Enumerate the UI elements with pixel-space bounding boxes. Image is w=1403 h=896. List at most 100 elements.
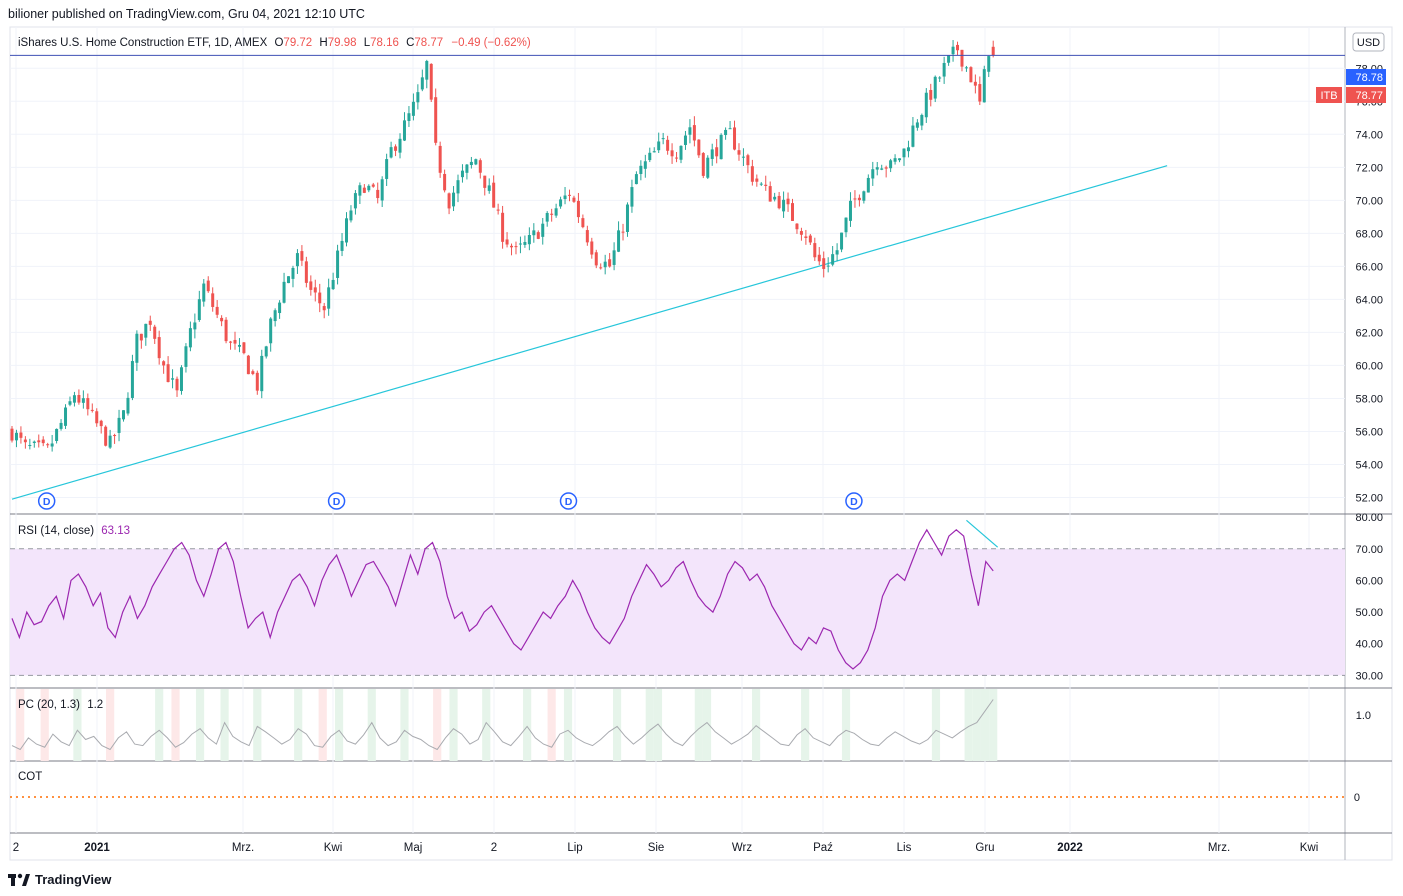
- candle: [295, 253, 299, 267]
- candle: [634, 174, 638, 185]
- candle: [211, 293, 215, 307]
- pc-shade-red: [318, 689, 327, 761]
- cot-label: COT: [18, 771, 42, 783]
- x-tick-label: Lis: [897, 842, 912, 854]
- currency-button[interactable]: USD: [1352, 32, 1385, 52]
- rsi-value: 63.13: [101, 525, 130, 537]
- candle: [340, 240, 344, 251]
- candle: [264, 346, 268, 357]
- candle: [104, 426, 108, 446]
- cot-y-tick-label: 0: [1354, 792, 1360, 804]
- x-tick-label: 2022: [1057, 842, 1083, 854]
- candle: [362, 187, 366, 193]
- pc-value: 1.2: [87, 699, 103, 711]
- candle: [951, 46, 955, 55]
- candle: [541, 223, 545, 237]
- candle: [898, 158, 902, 161]
- rsi-band: [10, 548, 1345, 676]
- candle: [456, 180, 460, 194]
- candle: [808, 235, 812, 243]
- candle: [237, 344, 241, 347]
- candle: [773, 196, 777, 200]
- candle: [130, 361, 134, 398]
- legend-o-value: 79.72: [283, 37, 312, 49]
- pc-shade-green: [482, 689, 491, 761]
- x-tick-label: 2: [13, 842, 19, 854]
- candle: [269, 318, 273, 344]
- legend-h-value: 79.98: [328, 37, 357, 49]
- candle: [817, 254, 821, 262]
- candle: [90, 409, 94, 411]
- y-tick-label: 60.00: [1355, 360, 1383, 372]
- current-price-tag: 78.78: [1346, 69, 1386, 85]
- candle: [545, 212, 549, 222]
- price-axis[interactable]: 52.00 54.00 56.00 58.00 60.00 62.00 64.00 66.00…: [1354, 63, 1383, 804]
- candle: [866, 177, 870, 193]
- candle: [86, 398, 90, 410]
- candle: [920, 114, 924, 126]
- candle: [126, 397, 130, 414]
- pc-shade-red: [171, 689, 180, 761]
- dividend-marker[interactable]: D: [559, 492, 578, 510]
- candle: [179, 367, 183, 392]
- candle: [246, 355, 250, 375]
- candle: [621, 231, 625, 233]
- candle: [162, 361, 166, 366]
- footer: TradingView: [8, 869, 111, 889]
- candle: [594, 252, 598, 266]
- dividend-marker-label: D: [565, 496, 573, 508]
- candle: [915, 122, 919, 128]
- dividend-marker[interactable]: D: [327, 492, 346, 510]
- x-tick-label: Mrz.: [1208, 842, 1230, 854]
- chart-canvas[interactable]: D D D D 52.00 54.00 56.00 58.00 60.00 62.00 64.00…: [0, 0, 1403, 868]
- candle: [282, 281, 286, 303]
- time-axis[interactable]: 2 2021 Mrz. Kwi Maj 2 Lip Sie Wrz Paź Lis Gru 2022 Mr…: [13, 842, 1318, 854]
- candle: [911, 125, 915, 147]
- candle: [804, 236, 808, 238]
- candle: [10, 428, 14, 441]
- candle: [345, 218, 348, 243]
- dividend-marker[interactable]: D: [845, 492, 863, 510]
- candle: [510, 245, 514, 248]
- candle: [19, 432, 23, 438]
- candle: [77, 394, 81, 403]
- pc-series: [11, 699, 994, 751]
- candle: [710, 149, 714, 159]
- pc-shade-green: [400, 689, 409, 761]
- rsi-y-tick-label: 70.00: [1355, 544, 1383, 556]
- candle: [371, 184, 375, 187]
- candle: [434, 97, 438, 143]
- candle: [153, 326, 157, 339]
- legend-l-label: L: [364, 37, 371, 49]
- candle: [956, 44, 960, 51]
- candle: [50, 443, 54, 447]
- candle: [501, 212, 505, 242]
- trendline[interactable]: [11, 165, 1168, 500]
- candle: [322, 306, 326, 311]
- x-tick-label: Kwi: [1300, 842, 1319, 854]
- candle: [670, 150, 674, 157]
- candle: [884, 167, 888, 169]
- candle: [599, 267, 603, 269]
- candle: [831, 254, 835, 265]
- rsi-band-fill: [10, 548, 1345, 676]
- candle: [982, 69, 986, 103]
- candle: [349, 210, 353, 221]
- candle: [733, 127, 737, 150]
- legend-o-label: O: [274, 37, 283, 49]
- candle: [411, 101, 415, 116]
- dividend-marker[interactable]: D: [37, 492, 56, 510]
- pc-shade-green: [989, 689, 998, 761]
- candle: [398, 138, 402, 153]
- candle: [202, 283, 206, 302]
- candle: [893, 158, 897, 162]
- candle: [376, 189, 380, 199]
- candle: [255, 372, 259, 391]
- candle: [438, 145, 442, 173]
- candle: [559, 199, 563, 207]
- candle: [81, 398, 85, 403]
- legend-change: −0.49 (−0.62%): [451, 37, 530, 49]
- candle: [759, 183, 763, 185]
- candles: [10, 40, 995, 452]
